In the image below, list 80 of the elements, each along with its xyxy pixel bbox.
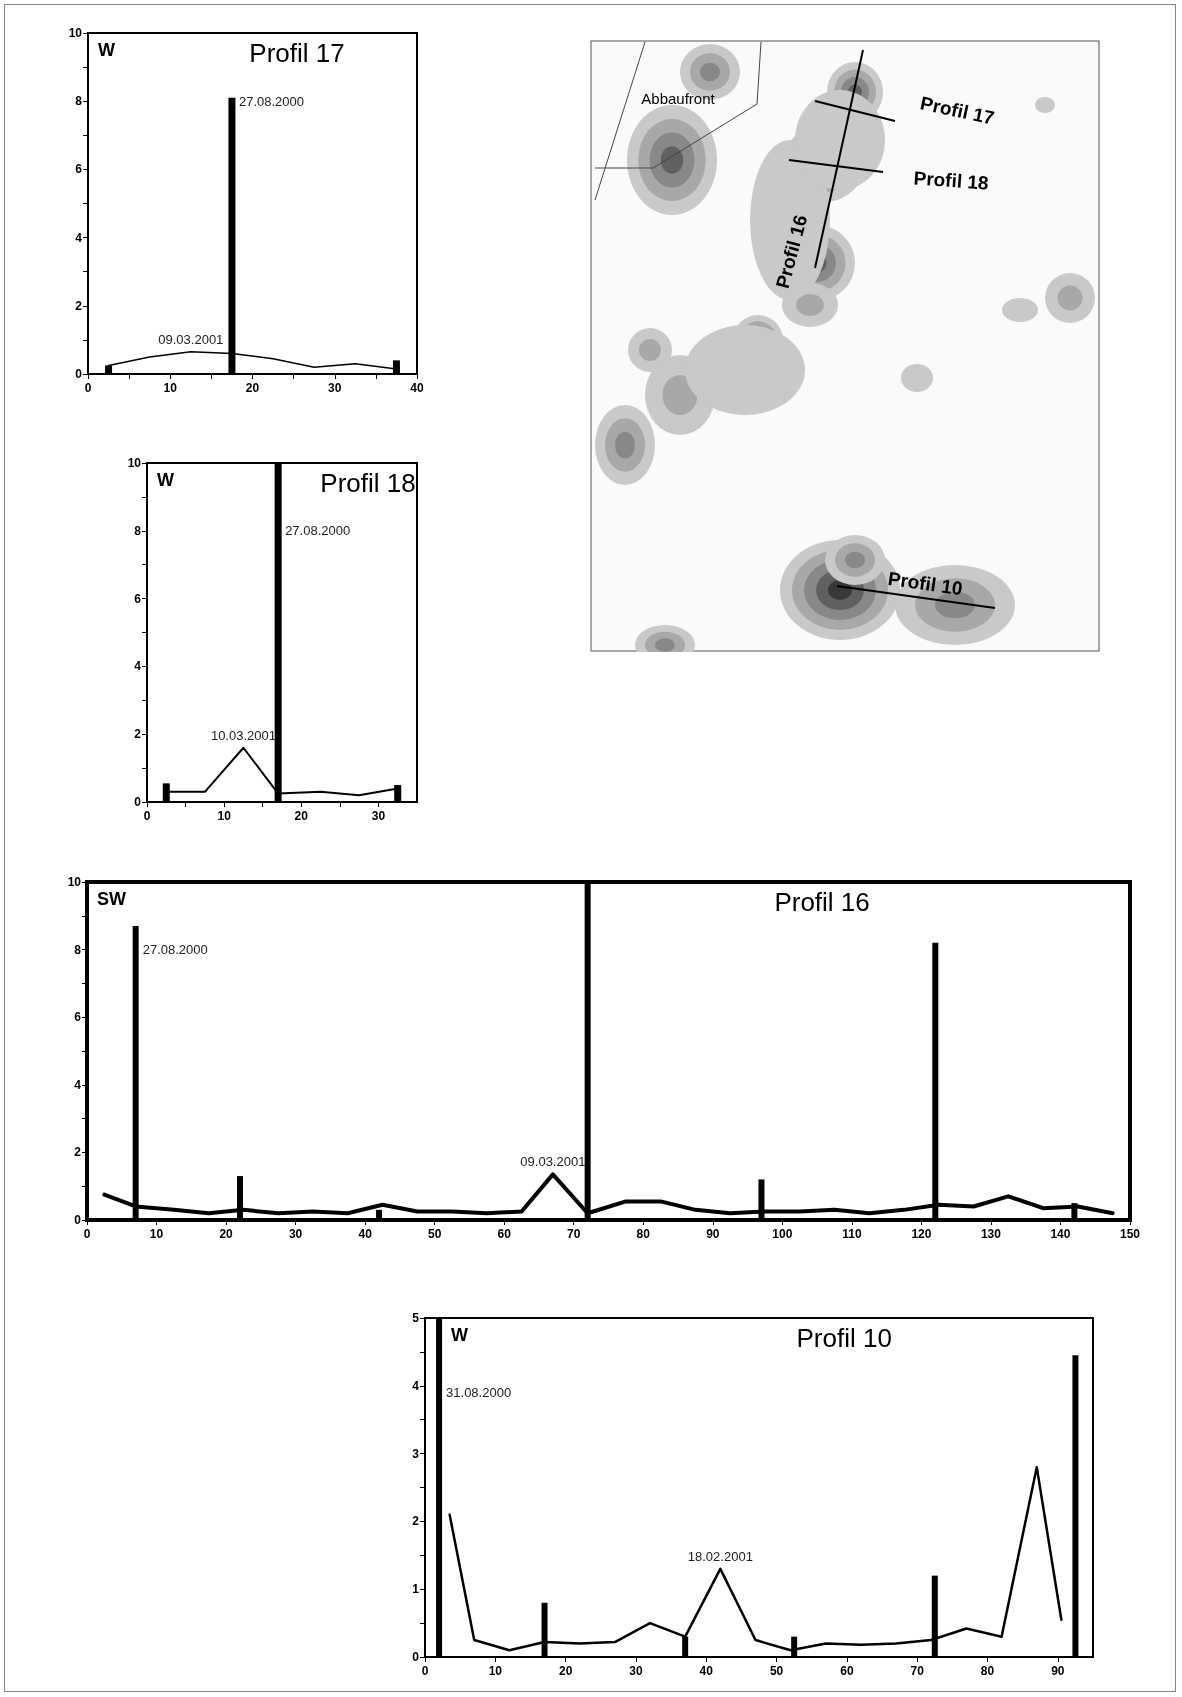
y-tick-label: 10 xyxy=(127,456,142,470)
x-tick-label: 10 xyxy=(217,809,232,823)
text: Profil 17 xyxy=(918,92,997,129)
annotation: 27.08.2000 xyxy=(285,523,351,539)
x-tick-label: 40 xyxy=(410,381,424,395)
y-tick-label: 2 xyxy=(75,298,83,313)
x-tick-label: 150 xyxy=(1119,1227,1141,1241)
x-tick-label: 30 xyxy=(288,1227,303,1241)
x-tick-label: 80 xyxy=(636,1227,651,1241)
x-tick-label: 80 xyxy=(980,1664,995,1678)
bar xyxy=(1072,1355,1079,1657)
annotation: W xyxy=(157,470,174,490)
x-tick-label: 100 xyxy=(772,1227,793,1241)
x-tick-label: 20 xyxy=(245,381,260,395)
x-tick-label: 50 xyxy=(427,1227,442,1241)
x-tick-label: 130 xyxy=(980,1227,1002,1241)
annotation: 31.08.2000 xyxy=(446,1385,512,1401)
y-tick-label: 10 xyxy=(68,26,83,40)
y-tick-label: 0 xyxy=(134,795,142,809)
y-tick-label: 0 xyxy=(75,367,83,381)
x-tick-label: 10 xyxy=(488,1664,503,1678)
x-tick-label: 90 xyxy=(1051,1664,1065,1678)
x-tick-label: 0 xyxy=(421,1664,429,1678)
y-tick-label: 0 xyxy=(412,1650,420,1664)
y-tick-label: 10 xyxy=(67,875,82,889)
annotation: 09.03.2001 xyxy=(158,331,224,347)
y-tick-label: 8 xyxy=(75,94,83,109)
text: Profil 10 xyxy=(886,567,964,600)
annotation: W xyxy=(451,1325,468,1345)
x-tick-label: 0 xyxy=(143,809,151,823)
y-tick-label: 4 xyxy=(134,659,142,674)
chart-title: Profil 17 xyxy=(249,38,345,68)
x-tick-label: 20 xyxy=(558,1664,573,1678)
text: Profil 16 xyxy=(771,212,812,291)
x-tick-label: 60 xyxy=(497,1227,512,1241)
annotation: 10.03.2001 xyxy=(210,727,276,743)
x-tick-label: 70 xyxy=(567,1227,581,1241)
y-tick-label: 1 xyxy=(412,1582,420,1597)
x-tick-label: 0 xyxy=(84,381,92,395)
x-tick-label: 50 xyxy=(769,1664,784,1678)
text: Profil 18 xyxy=(912,167,990,194)
annotation: 09.03.2001 xyxy=(520,1154,586,1170)
text: Abbaufront xyxy=(641,89,716,107)
x-tick-label: 110 xyxy=(842,1227,862,1241)
chart-title: Profil 16 xyxy=(774,887,870,917)
x-tick-label: 60 xyxy=(840,1664,854,1678)
x-tick-label: 30 xyxy=(371,809,386,823)
x-tick-label: 120 xyxy=(911,1227,932,1241)
y-tick-label: 2 xyxy=(134,727,142,742)
y-tick-label: 5 xyxy=(412,1311,420,1325)
y-tick-label: 4 xyxy=(412,1378,420,1393)
x-tick-label: 10 xyxy=(163,381,178,395)
y-tick-label: 8 xyxy=(74,942,82,957)
annotation: 27.08.2000 xyxy=(142,942,208,958)
y-tick-label: 4 xyxy=(74,1077,82,1092)
y-tick-label: 6 xyxy=(134,591,142,606)
chart-title: Profil 10 xyxy=(796,1323,892,1353)
x-tick-label: 10 xyxy=(149,1227,164,1241)
x-tick-label: 30 xyxy=(629,1664,643,1678)
y-tick-label: 3 xyxy=(412,1446,420,1461)
x-tick-label: 30 xyxy=(328,381,342,395)
annotation: W xyxy=(98,40,115,60)
x-tick-label: 20 xyxy=(294,809,309,823)
x-tick-label: 20 xyxy=(219,1227,234,1241)
x-tick-label: 40 xyxy=(699,1664,714,1678)
x-tick-label: 140 xyxy=(1050,1227,1071,1241)
y-tick-label: 0 xyxy=(74,1213,82,1227)
x-tick-label: 40 xyxy=(358,1227,373,1241)
annotation: SW xyxy=(97,889,127,909)
y-tick-label: 8 xyxy=(134,523,142,538)
x-tick-label: 90 xyxy=(706,1227,720,1241)
y-tick-label: 4 xyxy=(75,230,83,245)
y-tick-label: 2 xyxy=(412,1514,420,1529)
annotation: 27.08.2000 xyxy=(238,93,305,109)
x-tick-label: 70 xyxy=(910,1664,925,1678)
chart-title: Profil 18 xyxy=(320,468,416,498)
y-tick-label: 6 xyxy=(75,162,83,177)
y-tick-label: 2 xyxy=(74,1145,82,1160)
annotation: 18.02.2001 xyxy=(687,1548,753,1564)
y-tick-label: 6 xyxy=(74,1010,82,1025)
